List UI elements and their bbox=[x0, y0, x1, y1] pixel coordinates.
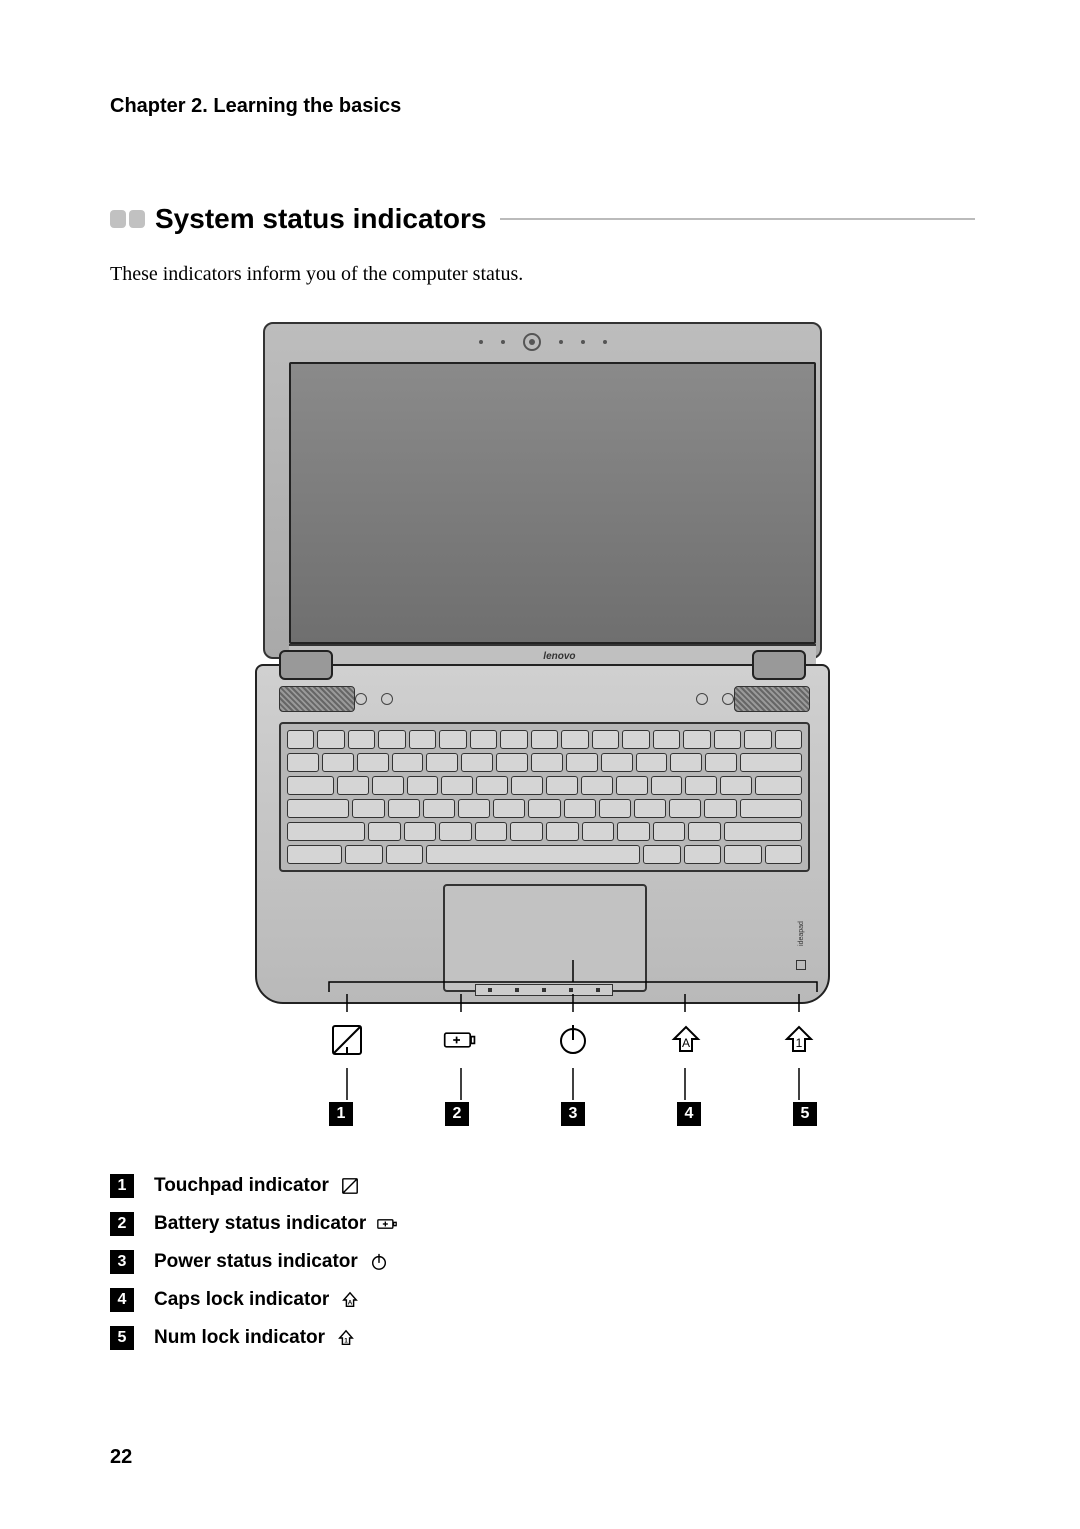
media-button-icon bbox=[355, 693, 367, 705]
power-icon bbox=[368, 1252, 390, 1272]
laptop-illustration: Y580 lenovo □ bbox=[255, 314, 830, 1014]
page: Chapter 2. Learning the basics System st… bbox=[0, 0, 1080, 1529]
status-led-strip bbox=[475, 984, 613, 996]
title-bullet-squares bbox=[110, 210, 145, 228]
chapter-header: Chapter 2. Learning the basics bbox=[110, 95, 975, 118]
legend-row: 2 Battery status indicator bbox=[110, 1212, 975, 1236]
laptop-figure: Y580 lenovo □ bbox=[255, 314, 830, 1134]
svg-text:A: A bbox=[682, 1036, 690, 1050]
legend-row: 1 Touchpad indicator bbox=[110, 1174, 975, 1198]
media-button-icon bbox=[722, 693, 734, 705]
bullet-square bbox=[129, 210, 145, 228]
legend-number-badge: 4 bbox=[110, 1288, 134, 1312]
battery-icon bbox=[442, 1022, 478, 1058]
legend-number-badge: 1 bbox=[110, 1174, 134, 1198]
svg-text:1: 1 bbox=[344, 1338, 348, 1345]
legend-label: Num lock indicator bbox=[154, 1327, 325, 1349]
capslock-icon: A bbox=[668, 1022, 704, 1058]
speaker-bar bbox=[279, 684, 810, 714]
media-button-icon bbox=[696, 693, 708, 705]
battery-icon bbox=[376, 1214, 398, 1234]
legend-row: 4 Caps lock indicator A bbox=[110, 1288, 975, 1312]
sensor-dot bbox=[581, 340, 585, 344]
callout-number-badge: 2 bbox=[445, 1102, 469, 1126]
legend-number-badge: 5 bbox=[110, 1326, 134, 1350]
capslock-icon: A bbox=[339, 1290, 361, 1310]
sensor-dot bbox=[479, 340, 483, 344]
callout-numbers-row: 1 2 3 4 5 bbox=[329, 1102, 817, 1126]
touchpad bbox=[443, 884, 647, 992]
sensor-dot bbox=[603, 340, 607, 344]
svg-text:1: 1 bbox=[796, 1036, 803, 1050]
section-rule bbox=[500, 218, 975, 220]
legend-label: Power status indicator bbox=[154, 1251, 358, 1273]
bullet-square bbox=[110, 210, 126, 228]
key-row bbox=[287, 730, 802, 749]
laptop-screen bbox=[289, 362, 816, 644]
key-row bbox=[287, 799, 802, 818]
legend-number-badge: 2 bbox=[110, 1212, 134, 1236]
section-title: System status indicators bbox=[155, 203, 486, 235]
speaker-grille bbox=[734, 686, 810, 712]
page-number: 22 bbox=[110, 1446, 132, 1469]
callout-number-badge: 5 bbox=[793, 1102, 817, 1126]
legend-label: Touchpad indicator bbox=[154, 1175, 329, 1197]
legend-row: 5 Num lock indicator 1 bbox=[110, 1326, 975, 1350]
keyboard bbox=[279, 722, 810, 872]
callout-number-badge: 1 bbox=[329, 1102, 353, 1126]
laptop-chin: Y580 lenovo □ bbox=[289, 644, 816, 666]
section-title-row: System status indicators bbox=[110, 203, 975, 235]
svg-text:A: A bbox=[348, 1300, 353, 1307]
touchpad-icon bbox=[329, 1022, 365, 1058]
numlock-icon: 1 bbox=[335, 1328, 357, 1348]
callout-number-badge: 4 bbox=[677, 1102, 701, 1126]
intro-text: These indicators inform you of the compu… bbox=[110, 263, 975, 286]
brand-logo: lenovo bbox=[543, 651, 575, 662]
webcam-bar bbox=[265, 324, 820, 360]
legend-row: 3 Power status indicator bbox=[110, 1250, 975, 1274]
key-row bbox=[287, 776, 802, 795]
callout-number-badge: 3 bbox=[561, 1102, 585, 1126]
hinge bbox=[279, 650, 333, 680]
sensor-dot bbox=[559, 340, 563, 344]
legend-number-badge: 3 bbox=[110, 1250, 134, 1274]
side-brand-label: ideapad bbox=[798, 921, 805, 946]
speaker-grille bbox=[279, 686, 355, 712]
sensor-dot bbox=[501, 340, 505, 344]
legend-label: Caps lock indicator bbox=[154, 1289, 329, 1311]
key-row bbox=[287, 845, 802, 864]
laptop-lid: Y580 lenovo □ bbox=[263, 322, 822, 659]
side-marker bbox=[796, 960, 806, 970]
media-button-icon bbox=[381, 693, 393, 705]
hinge bbox=[752, 650, 806, 680]
brand-plate: ideapad bbox=[792, 918, 810, 982]
power-icon bbox=[555, 1022, 591, 1058]
key-row bbox=[287, 822, 802, 841]
numlock-icon: 1 bbox=[781, 1022, 817, 1058]
legend-label: Battery status indicator bbox=[154, 1213, 366, 1235]
webcam-icon bbox=[523, 333, 541, 351]
touchpad-icon bbox=[339, 1176, 361, 1196]
laptop-base: ideapad bbox=[255, 664, 830, 1004]
indicator-icons-row: A 1 bbox=[329, 1014, 817, 1066]
indicator-legend: 1 Touchpad indicator 2 Battery status in… bbox=[110, 1174, 975, 1350]
key-row bbox=[287, 753, 802, 772]
media-buttons bbox=[355, 693, 734, 705]
